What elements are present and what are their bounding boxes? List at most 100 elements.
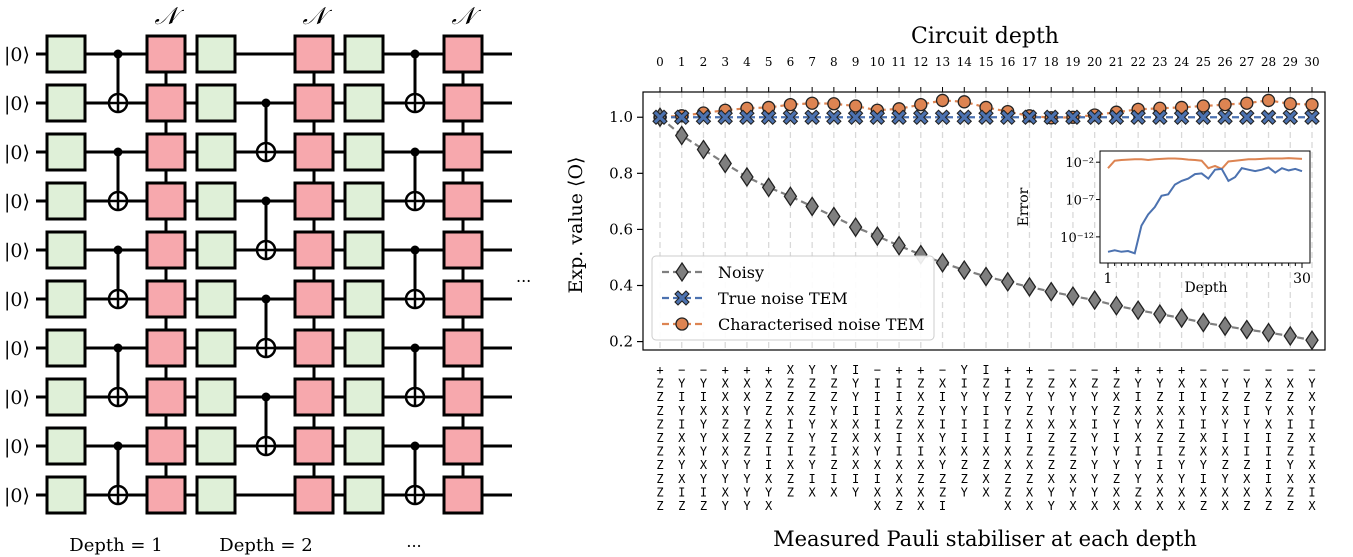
cnot-control-dot: [113, 147, 123, 157]
stabiliser-char: X: [809, 485, 817, 499]
stabiliser-char: Z: [787, 485, 794, 499]
stabiliser-char: I: [787, 445, 794, 459]
single-qubit-gate: [195, 475, 237, 515]
stabiliser-char: X: [1308, 458, 1316, 472]
stabiliser-char: I: [961, 431, 968, 445]
stabiliser-char: X: [722, 485, 730, 499]
stabiliser-char: X: [1308, 472, 1316, 486]
inset-series-line: [1107, 166, 1303, 255]
stabiliser-char: Y: [874, 445, 882, 459]
single-qubit-gate: [45, 230, 87, 270]
stabiliser-char: X: [1004, 499, 1012, 513]
stabiliser-char: Y: [700, 417, 708, 431]
data-point: [914, 97, 928, 112]
top-tick-label: 8: [830, 55, 838, 69]
stabiliser-char: I: [874, 404, 881, 418]
stabiliser-char: I: [1178, 417, 1185, 431]
stabiliser-char: X: [852, 417, 860, 431]
stabiliser-char: Y: [722, 472, 730, 486]
y-tick-label: 1.0: [609, 108, 633, 126]
depth-label-1: Depth = 1: [69, 535, 162, 556]
stabiliser-char: X: [1200, 485, 1208, 499]
data-point: [805, 96, 819, 110]
stabiliser-char: Y: [743, 458, 751, 472]
stabiliser-char: I: [1287, 417, 1294, 431]
stabiliser-char: Y: [809, 417, 817, 431]
stabiliser-char: Y: [722, 458, 730, 472]
y-tick-label: 0.6: [609, 220, 633, 238]
top-tick-label: 6: [787, 55, 795, 69]
data-point: [956, 109, 973, 126]
data-point: [870, 225, 885, 247]
data-point: [696, 139, 711, 160]
stabiliser-char: Z: [656, 390, 663, 404]
stabiliser-char: X: [743, 390, 751, 404]
stabiliser-char: Z: [1156, 390, 1163, 404]
stabiliser-char: Y: [743, 404, 751, 418]
stabiliser-char: X: [722, 390, 730, 404]
top-tick-label: 16: [1000, 55, 1015, 69]
stabiliser-char: +: [656, 363, 663, 377]
stabiliser-char: X: [787, 363, 795, 377]
cnot-control-dot: [113, 49, 123, 59]
stabiliser-char: Z: [787, 472, 794, 486]
stabiliser-char: I: [1265, 472, 1272, 486]
stabiliser-char: Y: [700, 445, 708, 459]
stabiliser-char: Y: [1069, 404, 1077, 418]
stabiliser-char: Y: [982, 390, 990, 404]
axes-frame: [642, 91, 1326, 351]
stabiliser-char: I: [1004, 377, 1011, 391]
stabiliser-char: X: [1221, 404, 1229, 418]
stabiliser-char: Y: [1004, 404, 1012, 418]
stabiliser-char: Z: [895, 499, 902, 513]
stabiliser-char: X: [1243, 485, 1251, 499]
noise-channel-box: [145, 181, 187, 221]
noise-channel-box: [145, 426, 187, 466]
stabiliser-char: X: [1287, 377, 1295, 391]
stabiliser-char: I: [830, 472, 837, 486]
qubit-label: |0⟩: [4, 191, 30, 213]
stabiliser-char: +: [1178, 363, 1185, 377]
single-qubit-gate: [195, 34, 237, 74]
top-tick-label: 9: [852, 55, 860, 69]
stabiliser-char: Z: [917, 377, 924, 391]
stabiliser-char: −: [1069, 363, 1076, 377]
pauli-stabiliser-labels: +ZZZZZZZZZZ−YIYIXXYXIZ−YIXYYYXYIZ+XXXZXX…: [656, 363, 1316, 513]
stabiliser-char: X: [1026, 485, 1034, 499]
stabiliser-char: X: [1200, 445, 1208, 459]
data-point: [718, 153, 732, 174]
stabiliser-char: Z: [1265, 390, 1272, 404]
stabiliser-char: Y: [1069, 390, 1077, 404]
data-point: [760, 109, 777, 126]
stabiliser-char: X: [1026, 417, 1034, 431]
stabiliser-char: I: [895, 390, 902, 404]
data-point: [1066, 285, 1080, 307]
stabiliser-char: X: [1221, 499, 1229, 513]
stabiliser-char: Y: [939, 404, 947, 418]
stabiliser-char: Z: [982, 458, 989, 472]
stabiliser-char: Z: [656, 377, 663, 391]
stabiliser-char: Z: [1004, 485, 1011, 499]
inset-x-tick-label: 30: [1293, 271, 1311, 287]
stabiliser-char: X: [700, 404, 708, 418]
stabiliser-char: X: [1069, 377, 1077, 391]
stabiliser-char: I: [895, 431, 902, 445]
top-axis-ticks: 0 1 2 3 4 5 6 7 8 9 10 11 12 13 14 15 16 17 18 19 20 21 22 23 24…: [656, 55, 1320, 92]
stabiliser-char: Z: [982, 377, 989, 391]
stabiliser-char: I: [678, 417, 685, 431]
noise-channel-box: [145, 475, 187, 515]
data-point: [826, 109, 842, 126]
data-point: [979, 266, 993, 287]
stabiliser-char: −: [1243, 363, 1250, 377]
data-point: [957, 95, 971, 109]
stabiliser-char: −: [939, 363, 946, 377]
qubit-label: |0⟩: [4, 338, 30, 360]
stabiliser-char: Z: [656, 499, 663, 513]
single-qubit-gate: [45, 328, 87, 368]
stabiliser-char: Y: [1113, 445, 1121, 459]
data-point: [935, 93, 950, 108]
data-point: [1196, 99, 1210, 113]
stabiliser-char: X: [1221, 485, 1229, 499]
stabiliser-char: Y: [809, 431, 817, 445]
stabiliser-char: Y: [1221, 417, 1229, 431]
